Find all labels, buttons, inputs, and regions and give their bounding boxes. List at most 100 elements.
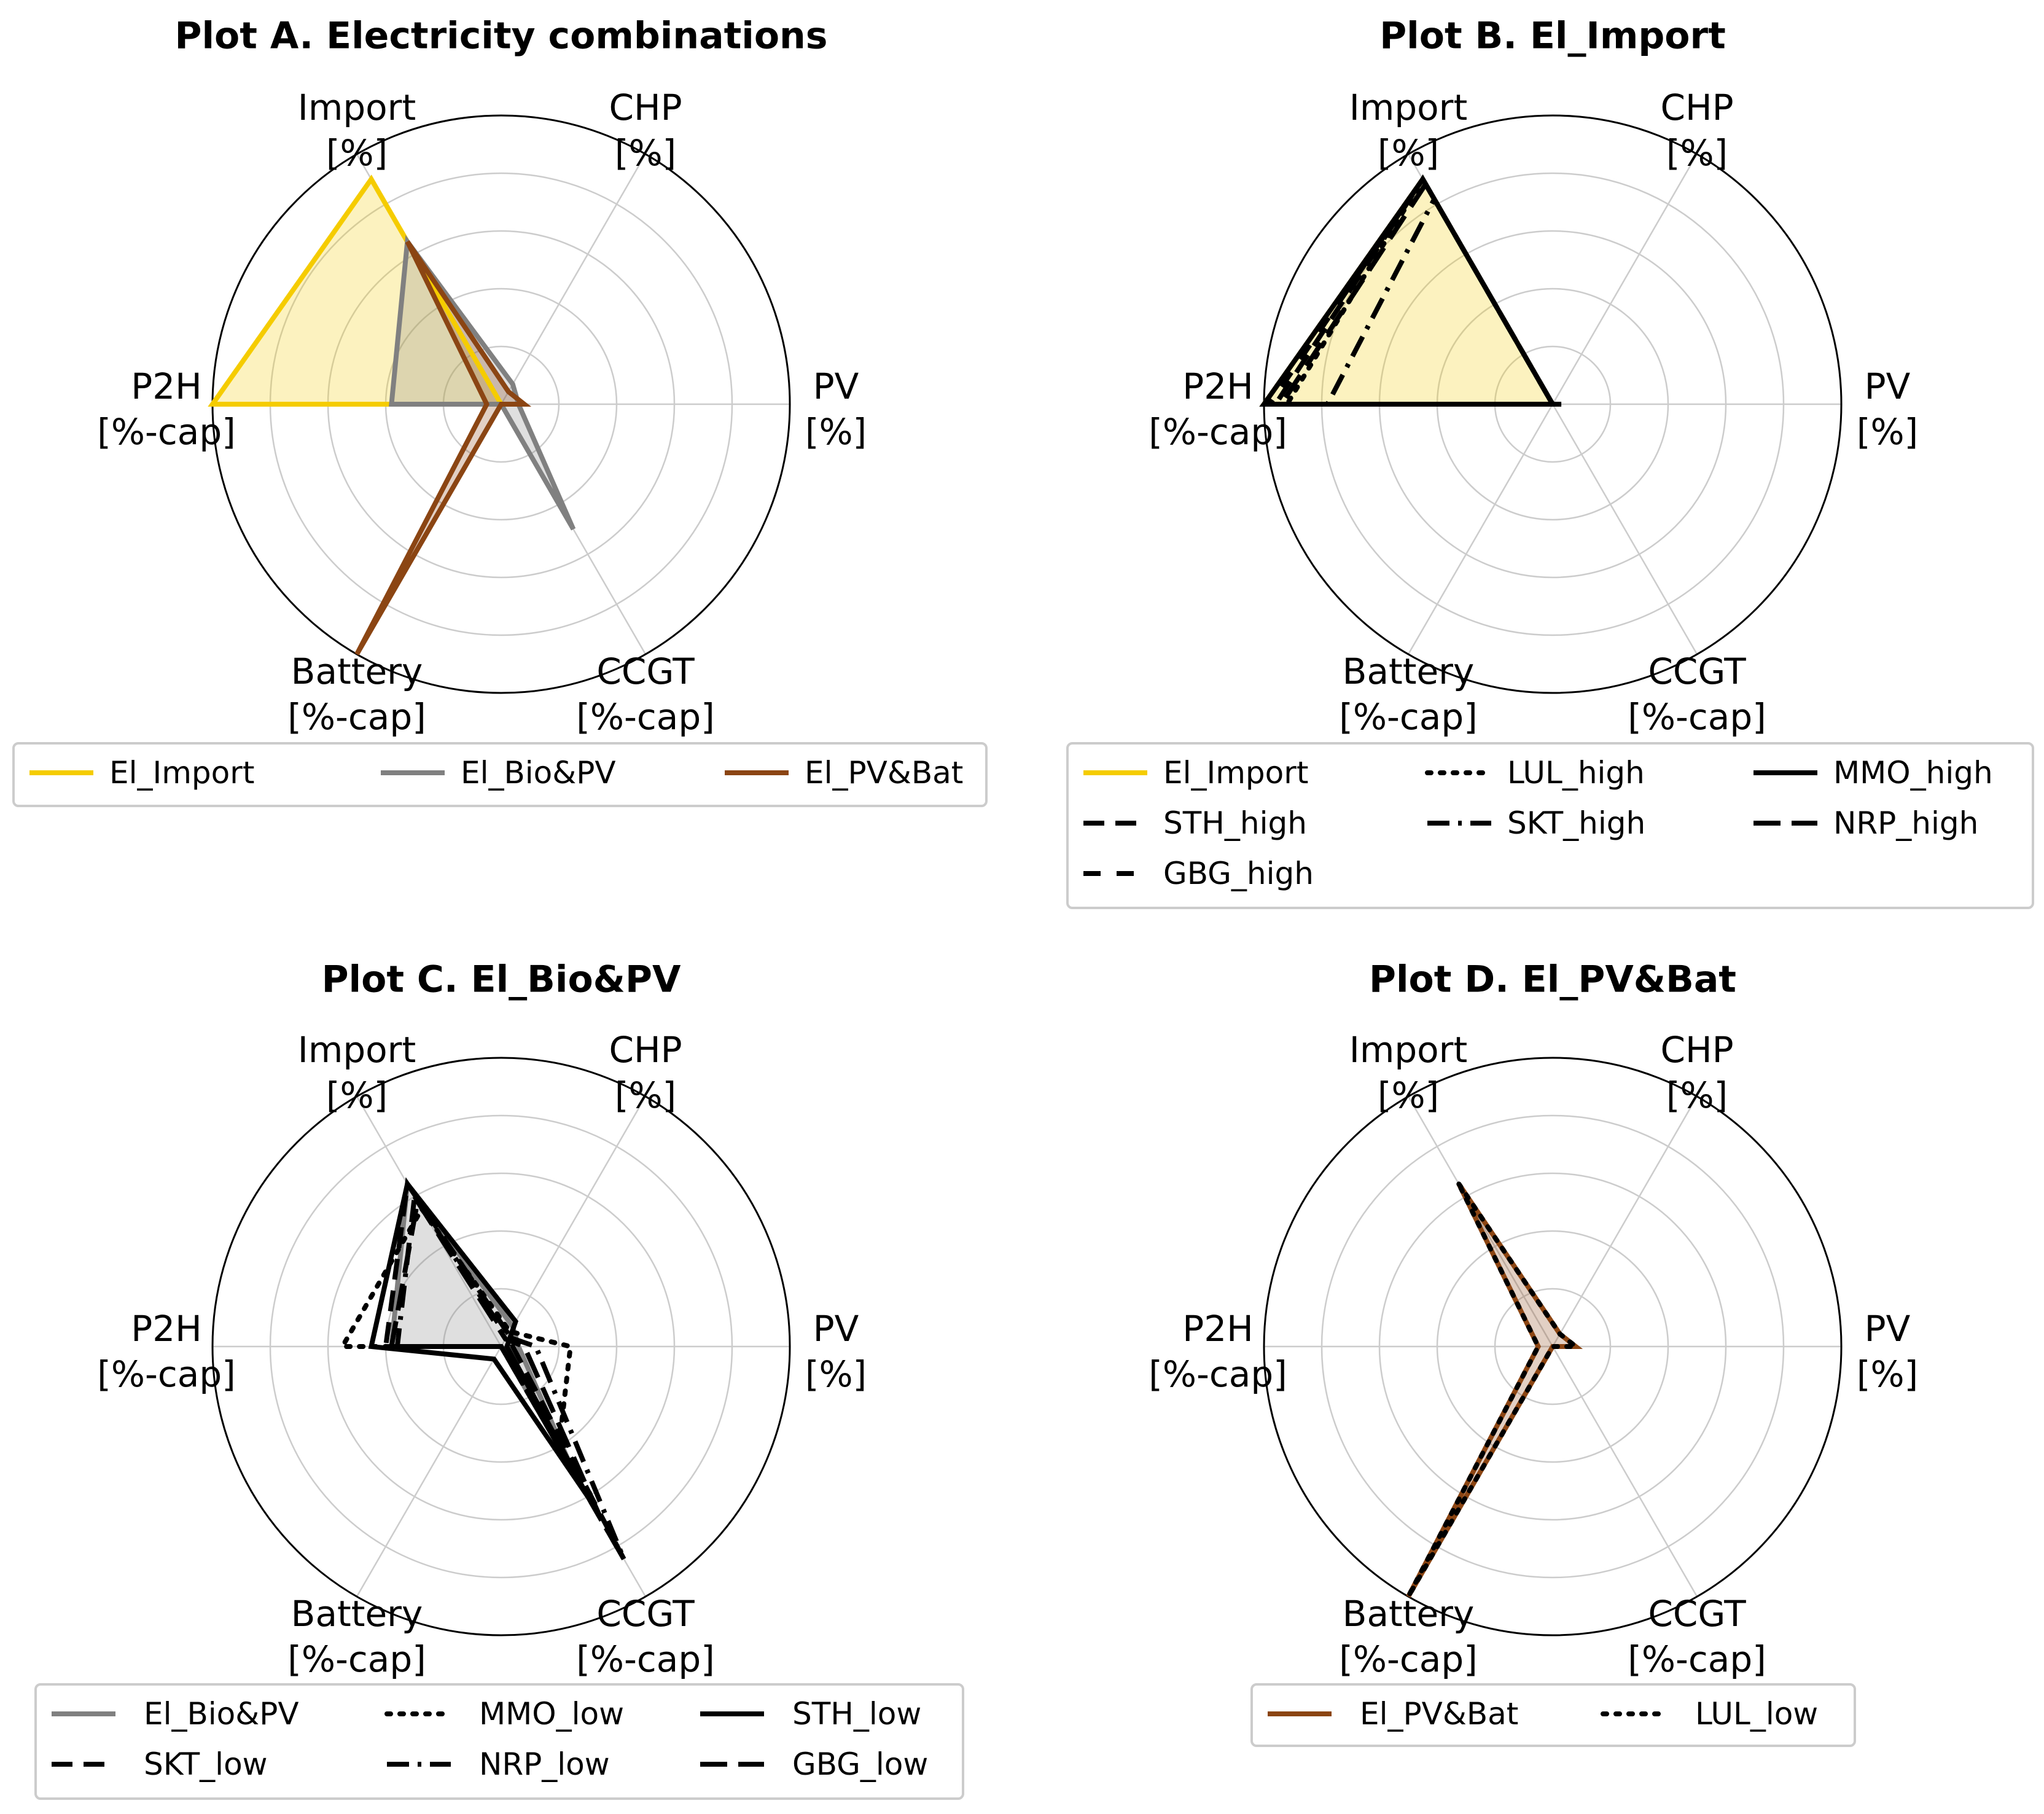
legend-item-el-import: El_Import <box>1083 755 1308 791</box>
axis-label-battery: Battery [%-cap] <box>1339 1593 1478 1680</box>
axis-label-name: CCGT <box>1648 1593 1746 1635</box>
legend-item-nrp-low: NRP_low <box>387 1746 610 1782</box>
axis-label-unit: [%-cap] <box>287 1638 426 1680</box>
axis-label-name: P2H <box>131 366 202 407</box>
axis-label-unit: [%] <box>615 1074 676 1116</box>
legend-item-nrp-high: NRP_high <box>1753 805 1978 841</box>
legend-frame <box>12 742 988 807</box>
legend-item-skt-high: SKT_high <box>1427 805 1645 841</box>
legend: El_Bio&PV MMO_low STH_low SKT_low NRP_low GBG… <box>34 1683 964 1800</box>
axis-label-name: Battery <box>1343 651 1475 692</box>
axis-label-unit: [%] <box>1857 1353 1918 1395</box>
outer-frame <box>211 1057 791 1636</box>
axis-label-name: CHP <box>1660 87 1733 128</box>
legend-label: NRP_high <box>1833 805 1978 841</box>
axis-label-unit: [%-cap] <box>1149 1353 1287 1395</box>
axis-label-name: PV <box>813 1308 859 1350</box>
legend-label: LUL_low <box>1695 1696 1818 1732</box>
series-fill-el-bio-pv <box>391 241 574 530</box>
legend: El_PV&Bat LUL_low <box>1250 1683 1856 1747</box>
spoke-chp <box>500 154 647 405</box>
axis-label-unit: [%-cap] <box>1628 1638 1766 1680</box>
axis-label-chp: CHP [%] <box>609 1029 682 1116</box>
legend-label: El_PV&Bat <box>805 755 963 791</box>
legend-label: El_Bio&PV <box>144 1696 299 1732</box>
legend-label: NRP_low <box>479 1746 610 1782</box>
spoke-chp <box>1551 154 1698 405</box>
axis-label-import: Import [%] <box>1349 87 1468 174</box>
axis-label-name: Import <box>298 1029 416 1071</box>
plot-title: Plot D. El_PV&Bat <box>1369 958 1736 1001</box>
axis-label-unit: [%-cap] <box>1339 1638 1478 1680</box>
axis-label-name: CCGT <box>1648 651 1746 692</box>
legend-item-sth-high: STH_high <box>1083 805 1307 841</box>
series-line-skt-low <box>383 1177 626 1561</box>
spoke-battery <box>356 1346 502 1597</box>
spoke-ccgt <box>1551 1346 1698 1597</box>
legend-item-el-import: El_Import <box>29 755 254 791</box>
legend-item-el-bio-pv: El_Bio&PV <box>52 1696 299 1732</box>
axis-label-name: Battery <box>1343 1593 1475 1635</box>
axis-label-unit: [%] <box>805 411 867 453</box>
axis-label-pv: PV [%] <box>1857 366 1918 453</box>
legend-item-sth-low: STH_low <box>700 1696 921 1732</box>
plot-title: Plot C. El_Bio&PV <box>322 958 681 1001</box>
legend-label: El_Bio&PV <box>461 755 616 791</box>
axis-label-pv: PV [%] <box>1857 1308 1918 1395</box>
series-line-gbg-high <box>1265 174 1557 407</box>
axis-label-unit: [%] <box>805 1353 867 1395</box>
axis-label-name: Battery <box>291 1593 423 1635</box>
axis-label-unit: [%-cap] <box>576 1638 715 1680</box>
series-fill-el-import <box>1264 179 1553 404</box>
axis-label-import: Import [%] <box>298 1029 416 1116</box>
legend-label: STH_high <box>1163 805 1307 841</box>
legend-label: El_Import <box>109 755 254 791</box>
axis-label-name: CHP <box>1660 1029 1733 1071</box>
series-line-lul-low <box>1406 1183 1583 1598</box>
axis-label-name: CHP <box>609 87 682 128</box>
axis-label-unit: [%-cap] <box>1339 696 1478 738</box>
legend-label: El_Import <box>1163 755 1308 791</box>
axis-label-ccgt: CCGT [%-cap] <box>576 1593 715 1680</box>
axis-label-name: CCGT <box>596 1593 695 1635</box>
legend-item-lul-high: LUL_high <box>1425 755 1645 791</box>
legend-frame <box>1250 1683 1856 1747</box>
legend-label: El_PV&Bat <box>1360 1696 1518 1732</box>
series-line-nrp-low <box>394 1189 626 1561</box>
series-line-el-bio-pv <box>388 235 576 531</box>
axis-label-pv: PV [%] <box>805 1308 867 1395</box>
legend-item-el-bio-pv: El_Bio&PV <box>381 755 616 791</box>
legend-frame <box>1066 742 2034 909</box>
legend-item-el-pv-bat: El_PV&Bat <box>1268 1696 1518 1732</box>
legend-label: MMO_low <box>479 1696 624 1732</box>
radar-plot-1: Plot A. Electricity combinations Import [%… <box>12 15 988 807</box>
axis-label-name: Import <box>298 87 416 128</box>
series-line-el-import <box>208 174 505 407</box>
axis-label-chp: CHP [%] <box>1660 1029 1733 1116</box>
plot-title: Plot A. Electricity combinations <box>175 15 828 58</box>
axis-label-name: P2H <box>131 1308 202 1350</box>
axis-label-name: P2H <box>1182 1308 1254 1350</box>
axis-label-unit: [%] <box>1666 132 1728 174</box>
axis-label-name: PV <box>1865 366 1911 407</box>
legend-item-gbg-high: GBG_high <box>1083 856 1314 891</box>
spoke-chp <box>1551 1096 1698 1347</box>
legend-item-el-pv-bat: El_PV&Bat <box>725 755 963 791</box>
axis-label-p2h: P2H [%-cap] <box>97 1308 236 1395</box>
axis-label-unit: [%-cap] <box>1149 411 1287 453</box>
axis-label-unit: [%] <box>326 1074 388 1116</box>
axis-label-name: Import <box>1349 87 1468 128</box>
axis-label-name: P2H <box>1182 366 1254 407</box>
series-line-gbg-low <box>388 1195 605 1523</box>
series-line-el-pv-bat <box>354 240 532 656</box>
axis-label-ccgt: CCGT [%-cap] <box>1628 651 1766 738</box>
axis-label-name: PV <box>813 366 859 407</box>
legend-label: SKT_high <box>1507 805 1645 841</box>
spoke-import <box>1407 1096 1554 1347</box>
legend-label: GBG_high <box>1163 856 1314 891</box>
legend: El_Import LUL_high MMO_high STH_high SKT_hig… <box>1066 742 2034 909</box>
axis-label-battery: Battery [%-cap] <box>287 651 426 738</box>
